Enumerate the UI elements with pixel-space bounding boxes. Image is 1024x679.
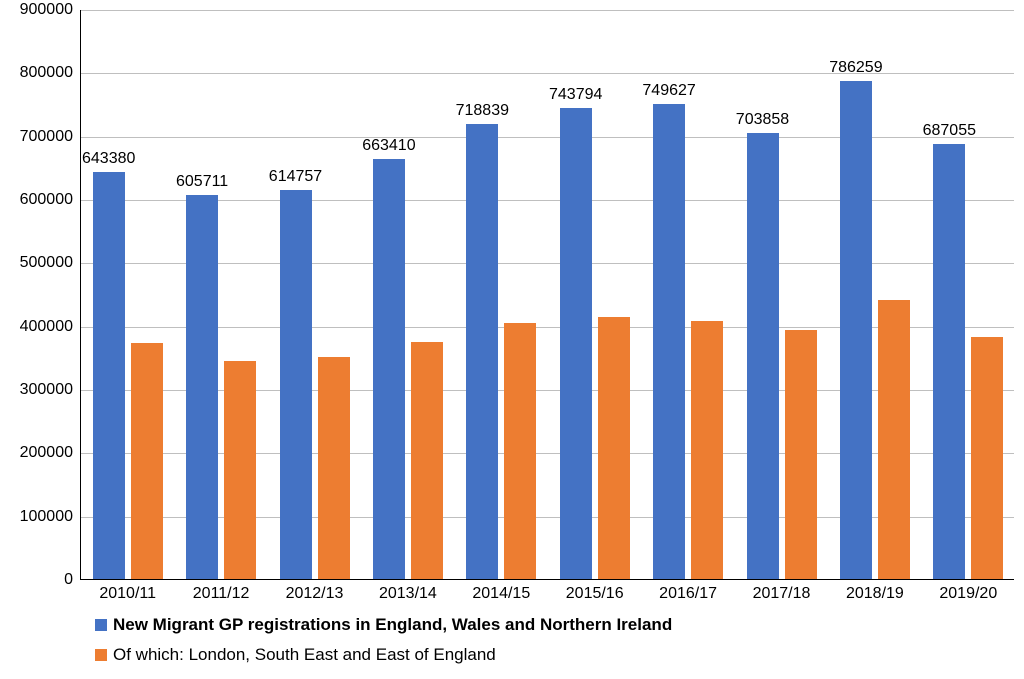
chart-container: 0 100000 200000 300000 400000 500000 600000 700… xyxy=(0,0,1024,679)
bar-data-label: 614757 xyxy=(269,168,322,190)
bar-data-label: 687055 xyxy=(923,122,976,144)
x-tick-label: 2011/12 xyxy=(193,579,250,603)
bar: 718839 xyxy=(466,124,498,579)
bar-group: 786259 xyxy=(840,81,910,579)
x-tick-label: 2015/16 xyxy=(566,579,624,603)
bar-data-label: 643380 xyxy=(82,150,135,172)
bar: 743794 xyxy=(560,108,592,579)
bar-group: 614757 xyxy=(280,190,350,579)
bar-data-label: 749627 xyxy=(642,82,695,104)
x-tick-label: 2018/19 xyxy=(846,579,904,603)
plot-area: 0100000200000300000400000500000600000700… xyxy=(80,10,1014,580)
bar-group: 663410 xyxy=(373,159,443,579)
bar-data-label: 718839 xyxy=(456,102,509,124)
x-tick-label: 2019/20 xyxy=(939,579,997,603)
x-tick-label: 2012/13 xyxy=(286,579,344,603)
bar-data-label: 663410 xyxy=(362,137,415,159)
bar xyxy=(224,361,256,580)
bar-group: 743794 xyxy=(560,108,630,579)
y-tick-label: 500000 xyxy=(20,254,81,272)
bar: 786259 xyxy=(840,81,872,579)
bar-group: 605711 xyxy=(186,195,256,579)
legend-label: Of which: London, South East and East of… xyxy=(113,645,496,665)
y-tick-label: 300000 xyxy=(20,381,81,399)
bar-data-label: 703858 xyxy=(736,111,789,133)
x-tick-label: 2010/11 xyxy=(99,579,156,603)
legend-item: New Migrant GP registrations in England,… xyxy=(95,615,995,635)
y-tick-label: 0 xyxy=(64,571,81,589)
bar xyxy=(785,330,817,579)
legend-label: New Migrant GP registrations in England,… xyxy=(113,615,672,635)
bar-group: 703858 xyxy=(747,133,817,579)
bar-group: 718839 xyxy=(466,124,536,579)
y-tick-label: 700000 xyxy=(20,128,81,146)
bar: 663410 xyxy=(373,159,405,579)
bar-group: 749627 xyxy=(653,104,723,579)
bar: 614757 xyxy=(280,190,312,579)
bar: 605711 xyxy=(186,195,218,579)
x-tick-label: 2013/14 xyxy=(379,579,437,603)
bar: 703858 xyxy=(747,133,779,579)
bar: 643380 xyxy=(93,172,125,579)
y-tick-label: 900000 xyxy=(20,1,81,19)
y-tick-label: 200000 xyxy=(20,444,81,462)
bar xyxy=(878,300,910,579)
bar-data-label: 605711 xyxy=(176,173,228,195)
bar-data-label: 743794 xyxy=(549,86,602,108)
bar xyxy=(131,343,163,579)
bar xyxy=(318,357,350,579)
bar xyxy=(971,337,1003,579)
x-tick-label: 2014/15 xyxy=(472,579,530,603)
legend-swatch xyxy=(95,649,107,661)
bar xyxy=(691,321,723,579)
legend-swatch xyxy=(95,619,107,631)
bar xyxy=(504,323,536,580)
bar-data-label: 786259 xyxy=(829,59,882,81)
y-tick-label: 100000 xyxy=(20,508,81,526)
bar xyxy=(411,342,443,580)
legend-item: Of which: London, South East and East of… xyxy=(95,645,995,665)
y-tick-label: 600000 xyxy=(20,191,81,209)
bar xyxy=(598,317,630,579)
y-tick-label: 800000 xyxy=(20,64,81,82)
x-tick-label: 2016/17 xyxy=(659,579,717,603)
bar: 687055 xyxy=(933,144,965,579)
legend: New Migrant GP registrations in England,… xyxy=(95,615,995,675)
gridline xyxy=(81,10,1014,11)
bar-group: 643380 xyxy=(93,172,163,579)
x-tick-label: 2017/18 xyxy=(753,579,811,603)
bar-group: 687055 xyxy=(933,144,1003,579)
y-tick-label: 400000 xyxy=(20,318,81,336)
bar: 749627 xyxy=(653,104,685,579)
